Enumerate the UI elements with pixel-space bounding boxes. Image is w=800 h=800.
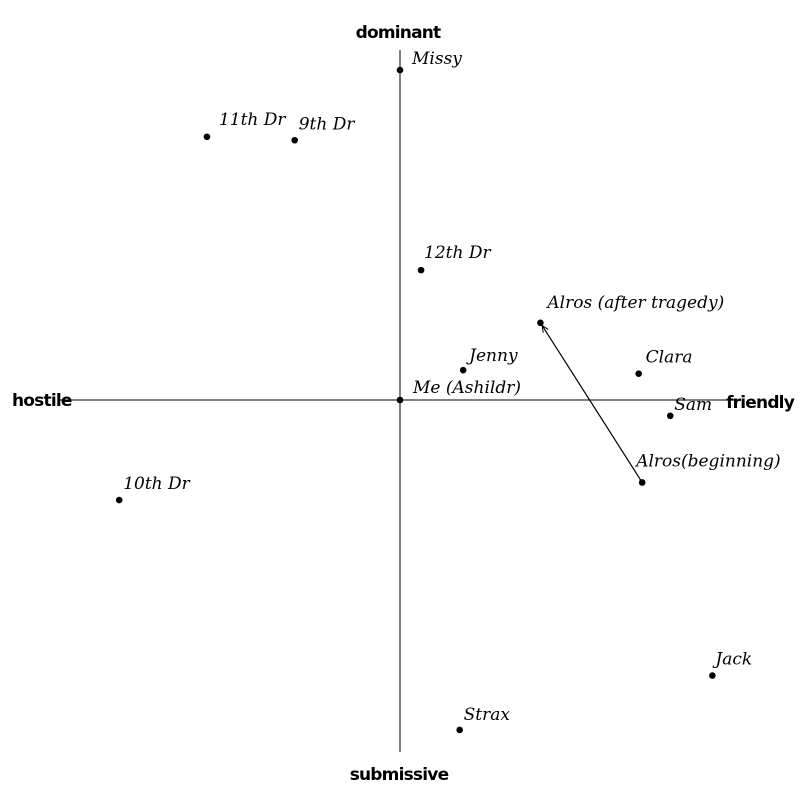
- data-point-alros-beginning: [638, 479, 646, 486]
- data-point-clara: [635, 370, 642, 377]
- data-point-missy: [396, 66, 404, 74]
- point-label-12th-dr: 12th Dr: [424, 243, 491, 263]
- point-label-9th-dr: 9th Dr: [299, 114, 356, 134]
- data-point-sam: [666, 412, 674, 420]
- data-point-strax: [456, 726, 463, 734]
- point-label-clara: Clara: [646, 348, 693, 368]
- data-point-9th-dr: [291, 136, 299, 144]
- point-label-alros-beginning: Alros(beginning): [634, 451, 781, 471]
- data-point-jenny: [459, 366, 467, 374]
- axis-label-hostile: hostile: [12, 391, 72, 411]
- point-label-sam: Sam: [674, 395, 712, 415]
- axis-label-friendly: friendly: [726, 393, 795, 413]
- point-label-missy: Missy: [411, 49, 462, 69]
- point-label-11th-dr: 11th Dr: [219, 110, 286, 130]
- data-point-12th-dr: [417, 266, 425, 274]
- data-point-11th-dr: [203, 133, 211, 141]
- data-point-jack: [709, 672, 716, 679]
- point-label-strax: Strax: [464, 705, 511, 725]
- arrow-alros-change: [542, 325, 642, 481]
- points-layer: Missy 11th Dr 9th Dr 12th Dr Alros (after tr…: [115, 49, 781, 734]
- point-label-10th-dr: 10th Dr: [123, 474, 190, 494]
- data-point-me-ashildr: [396, 396, 404, 404]
- arrows-layer: [542, 325, 642, 481]
- point-label-me-ashildr: Me (Ashildr): [412, 378, 521, 398]
- axis-label-submissive: submissive: [350, 765, 449, 785]
- axis-label-dominant: dominant: [356, 23, 441, 43]
- data-point-alros-after-tragedy: [537, 319, 544, 327]
- point-label-alros-after-tragedy: Alros (after tragedy): [545, 293, 724, 313]
- data-point-10th-dr: [115, 496, 123, 504]
- point-label-jack: Jack: [712, 650, 752, 670]
- point-label-jenny: Jenny: [466, 346, 518, 366]
